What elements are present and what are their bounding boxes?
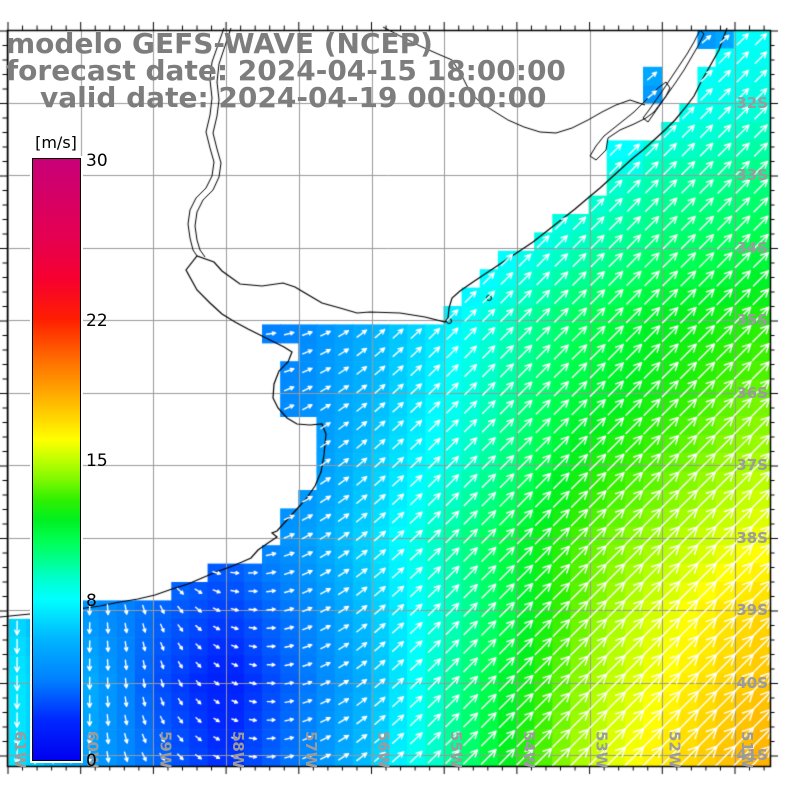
- lon-label: 59W: [156, 731, 175, 769]
- lon-label: 52W: [665, 731, 684, 769]
- lat-label: 36S: [736, 383, 768, 402]
- lat-label: 33S: [736, 166, 768, 184]
- lon-label: 55W: [447, 731, 466, 769]
- lon-label: 61W: [11, 731, 29, 769]
- lat-label: 34S: [736, 238, 768, 257]
- lon-label: 57W: [301, 731, 320, 769]
- lat-label: 32S: [736, 93, 768, 112]
- colorbar-tick-label: 8: [86, 591, 97, 611]
- lat-label: 35S: [736, 311, 768, 329]
- colorbar-tick-label: 0: [86, 751, 97, 771]
- lon-label: 54W: [519, 731, 538, 769]
- lat-label: 40S: [736, 673, 768, 692]
- colorbar: [30, 156, 83, 763]
- lon-label: 56W: [374, 731, 393, 769]
- lon-label: 58W: [229, 731, 248, 769]
- colorbar-unit-label: [m/s]: [35, 133, 77, 152]
- valid-date-label: valid date: 2024-04-19 00:00:00: [40, 81, 547, 114]
- colorbar-tick-label: 30: [86, 151, 108, 171]
- lon-label: 53W: [592, 731, 611, 769]
- lon-label: 60W: [83, 731, 102, 769]
- lat-label: 38S: [736, 528, 768, 547]
- lat-label: 41S: [736, 746, 768, 764]
- colorbar-tick-label: 22: [86, 311, 108, 331]
- forecast-date-label: forecast date: 2024-04-15 18:00:00: [6, 54, 566, 87]
- lat-label: 37S: [736, 456, 768, 474]
- colorbar-gradient: [32, 158, 81, 761]
- colorbar-tick-label: 15: [86, 451, 108, 471]
- lon-label: 51W: [738, 731, 756, 769]
- lat-label: 39S: [736, 601, 768, 619]
- model-title: modelo GEFS-WAVE (NCEP): [6, 27, 433, 60]
